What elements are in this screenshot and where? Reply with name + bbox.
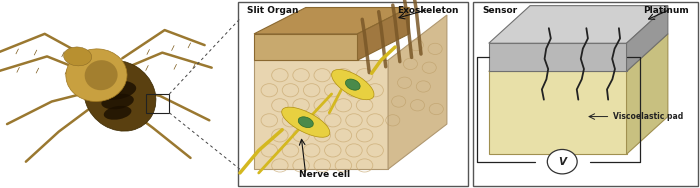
Ellipse shape [281,107,330,137]
Polygon shape [489,34,668,71]
Text: Platinum: Platinum [643,6,689,15]
Polygon shape [489,71,626,154]
Ellipse shape [104,106,132,120]
Text: Viscoelastic pad: Viscoelastic pad [612,112,683,121]
Text: Sensor: Sensor [482,6,517,15]
Polygon shape [626,34,668,154]
Text: V: V [558,157,566,167]
Ellipse shape [85,60,118,90]
Polygon shape [254,8,410,34]
Polygon shape [254,34,358,60]
Ellipse shape [298,117,314,128]
Text: Exoskeleton: Exoskeleton [397,6,458,15]
Circle shape [547,149,577,174]
Polygon shape [254,60,388,169]
Ellipse shape [64,47,92,66]
Ellipse shape [102,94,134,109]
Ellipse shape [332,70,374,100]
Text: Slit Organ: Slit Organ [247,6,298,15]
Polygon shape [626,6,668,71]
Polygon shape [489,43,626,71]
Ellipse shape [84,61,156,131]
Ellipse shape [345,79,361,90]
Polygon shape [489,6,668,43]
Ellipse shape [66,49,127,102]
Polygon shape [388,15,447,169]
Ellipse shape [94,80,136,100]
Text: Nerve cell: Nerve cell [299,170,350,179]
Bar [146,94,169,113]
Polygon shape [358,8,409,60]
